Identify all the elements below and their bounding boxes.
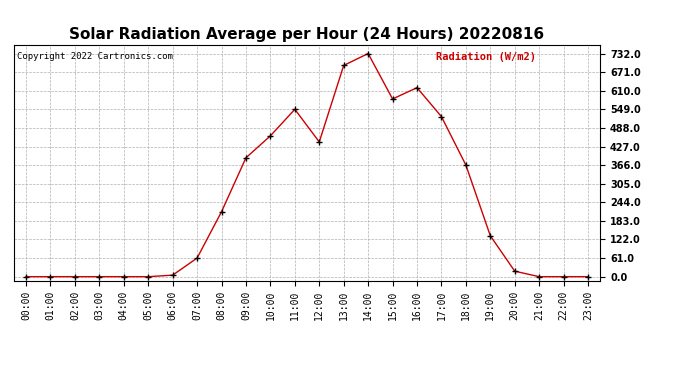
Text: Copyright 2022 Cartronics.com: Copyright 2022 Cartronics.com	[17, 52, 172, 61]
Title: Solar Radiation Average per Hour (24 Hours) 20220816: Solar Radiation Average per Hour (24 Hou…	[70, 27, 544, 42]
Text: Radiation (W/m2): Radiation (W/m2)	[436, 52, 536, 62]
